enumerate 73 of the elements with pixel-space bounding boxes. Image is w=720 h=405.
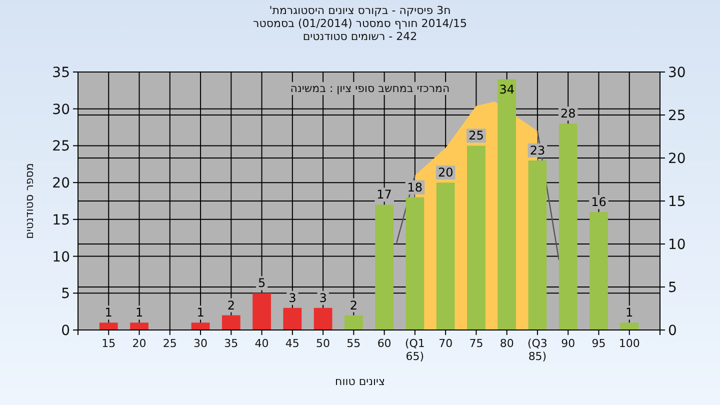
x-tick-label: (Q3 85) (527, 337, 548, 363)
x-tick-label: 40 (254, 337, 269, 350)
x-tick-label: 75 (469, 337, 484, 350)
y-tick-label: 10 (52, 249, 70, 266)
chart-title: ח3 פיסיקה - בקורס ציונים היסטוגרמת' (269, 4, 451, 17)
bar (283, 308, 302, 330)
x-tick-label: 35 (224, 337, 238, 350)
annotation: המרכזי במחשב סופי ציון : במשינה (290, 82, 450, 95)
x-axis-title: ציונים טווח (335, 375, 385, 388)
bar (191, 322, 210, 330)
data-label: 1 (626, 306, 634, 320)
bar (314, 308, 332, 330)
data-label: 34 (499, 82, 514, 96)
bar (130, 322, 148, 330)
y2-tick-label: 15 (668, 194, 686, 210)
x-tick-label: 90 (561, 337, 576, 350)
bar (436, 182, 455, 330)
y2-tick-label: 0 (668, 323, 677, 339)
y2-tick-label: 10 (668, 237, 686, 253)
bar (252, 293, 271, 330)
x-tick-label: 70 (438, 337, 453, 350)
y-tick-label: 25 (52, 138, 70, 155)
y-tick-label: 15 (52, 212, 70, 228)
bar (590, 212, 608, 330)
x-tick-label: 55 (346, 337, 361, 350)
bar (467, 146, 486, 330)
x-tick-label: 30 (194, 337, 208, 350)
bar (558, 124, 578, 330)
bar (498, 79, 516, 330)
y-tick-label: 20 (52, 176, 70, 192)
chart-subtitle: 2014/15 חורף סמסטר (01/2014) בסמסטר (253, 17, 467, 30)
bar (222, 315, 240, 330)
x-tick-label: 95 (592, 337, 606, 350)
x-tick-label: (Q1 65) (404, 337, 425, 363)
y-tick-label: 0 (61, 323, 70, 339)
y2-tick-label: 30 (668, 65, 686, 81)
data-label: 28 (560, 106, 576, 121)
data-label: 5 (258, 276, 266, 290)
x-tick-label: 100 (618, 337, 640, 350)
y-tick-label: 30 (52, 102, 70, 118)
data-label: 1 (135, 306, 144, 320)
data-label: 2 (227, 298, 235, 312)
y-axis-title: מספר סטודנטים (23, 163, 36, 239)
bar (99, 322, 118, 330)
x-tick-label: 80 (500, 337, 514, 350)
data-label: 23 (530, 143, 546, 158)
data-label: 3 (319, 290, 327, 305)
bar (528, 160, 547, 330)
data-label: 17 (376, 188, 392, 202)
y2-tick-label: 25 (668, 108, 686, 124)
x-tick-label: 45 (285, 337, 300, 350)
x-tick-label: 50 (316, 337, 330, 350)
text: 242 - רשומים סטודנטים (302, 30, 418, 43)
data-label: 16 (591, 195, 606, 210)
x-tick-label: 20 (132, 337, 146, 350)
y2-tick-label: 20 (668, 151, 686, 167)
data-label: 1 (196, 306, 204, 320)
x-tick-label: 60 (377, 337, 392, 350)
data-label: 25 (468, 128, 484, 143)
bar (620, 322, 639, 330)
data-label: 3 (288, 290, 296, 305)
x-tick-label: 25 (162, 337, 177, 350)
data-label: 1 (104, 306, 112, 320)
data-label: 20 (438, 166, 454, 180)
data-label: 18 (407, 180, 423, 194)
bar (406, 197, 424, 330)
y2-tick-label: 5 (668, 280, 677, 296)
bar (344, 315, 363, 330)
y-tick-label: 35 (52, 65, 70, 81)
data-label: 2 (350, 298, 358, 312)
bar (375, 204, 394, 330)
x-tick-label: 15 (102, 337, 116, 350)
y-tick-label: 5 (61, 286, 70, 302)
